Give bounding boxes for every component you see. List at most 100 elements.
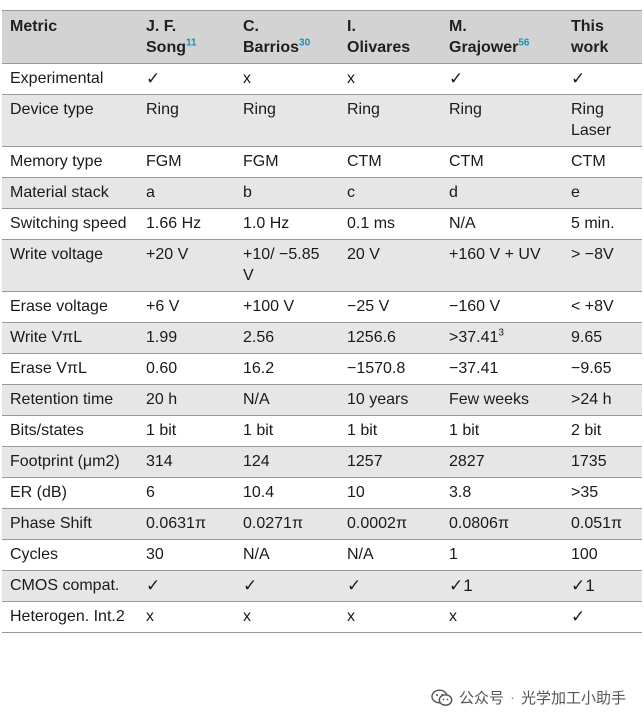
- table-row: Memory type FGM FGM CTM CTM CTM: [2, 146, 642, 178]
- table-cell: Ring: [235, 94, 339, 147]
- table-cell: x: [339, 63, 441, 95]
- table-cell: 0.0002π: [339, 508, 441, 540]
- table-cell: FGM: [138, 146, 235, 178]
- table-row: Write voltage +20 V +10/ −5.85 V 20 V +1…: [2, 239, 642, 292]
- table-cell: 0.051π: [563, 508, 642, 540]
- row-label: Heterogen. Int.2: [2, 601, 138, 633]
- table-cell: 0.60: [138, 353, 235, 385]
- watermark-separator: ·: [509, 689, 515, 706]
- header-metric: Metric: [2, 10, 138, 64]
- table-cell: x: [339, 601, 441, 633]
- row-label: CMOS compat.: [2, 570, 138, 602]
- table-cell: N/A: [235, 539, 339, 571]
- watermark-name: 光学加工小助手: [520, 690, 626, 707]
- table-cell: 1257: [339, 446, 441, 478]
- table-cell: CTM: [563, 146, 642, 178]
- header-barrios: C. Barrios30: [235, 10, 339, 64]
- table-cell: 0.0631π: [138, 508, 235, 540]
- table-cell: −25 V: [339, 291, 441, 323]
- table-cell: 1 bit: [138, 415, 235, 447]
- table-cell: −37.41: [441, 353, 563, 385]
- table-cell: Ring: [138, 94, 235, 147]
- table-cell: >37.413: [441, 322, 563, 354]
- table-cell: >24 h: [563, 384, 642, 416]
- table-row: Material stack a b c d e: [2, 177, 642, 209]
- row-label: Erase VπL: [2, 353, 138, 385]
- table-cell: FGM: [235, 146, 339, 178]
- table-cell: Few weeks: [441, 384, 563, 416]
- wechat-icon: [431, 688, 453, 706]
- table-row: Phase Shift 0.0631π 0.0271π 0.0002π 0.08…: [2, 508, 642, 540]
- table-cell: 3.8: [441, 477, 563, 509]
- header-grajower: M. Grajower56: [441, 10, 563, 64]
- table-cell: N/A: [235, 384, 339, 416]
- table-cell: 0.1 ms: [339, 208, 441, 240]
- table-cell: 124: [235, 446, 339, 478]
- table-cell: x: [235, 63, 339, 95]
- table-row: Erase voltage +6 V +100 V −25 V −160 V <…: [2, 291, 642, 323]
- table-cell: 20 h: [138, 384, 235, 416]
- table-cell: ✓1: [441, 570, 563, 602]
- table-cell: d: [441, 177, 563, 209]
- table-cell: > −8V: [563, 239, 642, 292]
- row-label: Material stack: [2, 177, 138, 209]
- table-cell: 10: [339, 477, 441, 509]
- table-cell: < +8V: [563, 291, 642, 323]
- table-row: Device type Ring Ring Ring Ring Ring Las…: [2, 94, 642, 147]
- table-cell: >35: [563, 477, 642, 509]
- table-cell: 1 bit: [339, 415, 441, 447]
- table-row: Retention time 20 h N/A 10 years Few wee…: [2, 384, 642, 416]
- table-cell: Ring Laser: [563, 94, 642, 147]
- table-header-row: Metric J. F. Song11 C. Barrios30 I. Olivare…: [2, 10, 642, 64]
- row-label: Cycles: [2, 539, 138, 571]
- table-cell: 2 bit: [563, 415, 642, 447]
- table-cell: 10 years: [339, 384, 441, 416]
- table-row: Footprint (μm2) 314 124 1257 2827 1735: [2, 446, 642, 478]
- table-cell: 9.65: [563, 322, 642, 354]
- table-cell: 1.66 Hz: [138, 208, 235, 240]
- table-row: Erase VπL 0.60 16.2 −1570.8 −37.41 −9.65: [2, 353, 642, 385]
- table-row: Bits/states 1 bit 1 bit 1 bit 1 bit 2 bi…: [2, 415, 642, 447]
- table-row: CMOS compat. ✓ ✓ ✓ ✓1 ✓1: [2, 570, 642, 602]
- table-cell: +6 V: [138, 291, 235, 323]
- table-cell: x: [235, 601, 339, 633]
- table-cell: 100: [563, 539, 642, 571]
- table-cell: ✓: [138, 570, 235, 602]
- table-cell: −1570.8: [339, 353, 441, 385]
- table-cell: N/A: [339, 539, 441, 571]
- table-cell: N/A: [441, 208, 563, 240]
- table-cell: 1 bit: [235, 415, 339, 447]
- row-label: Memory type: [2, 146, 138, 178]
- table-cell: 1 bit: [441, 415, 563, 447]
- table-cell: −9.65: [563, 353, 642, 385]
- table-cell: c: [339, 177, 441, 209]
- table-cell: 2827: [441, 446, 563, 478]
- table-cell: 30: [138, 539, 235, 571]
- row-label: Switching speed: [2, 208, 138, 240]
- table-cell: Ring: [339, 94, 441, 147]
- watermark: 公众号 · 光学加工小助手: [431, 687, 626, 708]
- table-cell: +10/ −5.85 V: [235, 239, 339, 292]
- header-olivares: I. Olivares: [339, 10, 441, 64]
- table-cell: x: [138, 601, 235, 633]
- table-cell: +20 V: [138, 239, 235, 292]
- table-cell: e: [563, 177, 642, 209]
- table-cell: 2.56: [235, 322, 339, 354]
- table-cell: 1735: [563, 446, 642, 478]
- row-label: Write VπL: [2, 322, 138, 354]
- table-cell: 16.2: [235, 353, 339, 385]
- table-cell: CTM: [339, 146, 441, 178]
- table-cell: ✓1: [563, 570, 642, 602]
- table-cell: b: [235, 177, 339, 209]
- table-cell: Ring: [441, 94, 563, 147]
- table-cell: +160 V + UV: [441, 239, 563, 292]
- row-label: Device type: [2, 94, 138, 147]
- table-row: Cycles 30 N/A N/A 1 100: [2, 539, 642, 571]
- table-cell: 1: [441, 539, 563, 571]
- table-cell: ✓: [339, 570, 441, 602]
- table-cell: CTM: [441, 146, 563, 178]
- table-cell: 20 V: [339, 239, 441, 292]
- row-label: Write voltage: [2, 239, 138, 292]
- table-cell: −160 V: [441, 291, 563, 323]
- table-cell: a: [138, 177, 235, 209]
